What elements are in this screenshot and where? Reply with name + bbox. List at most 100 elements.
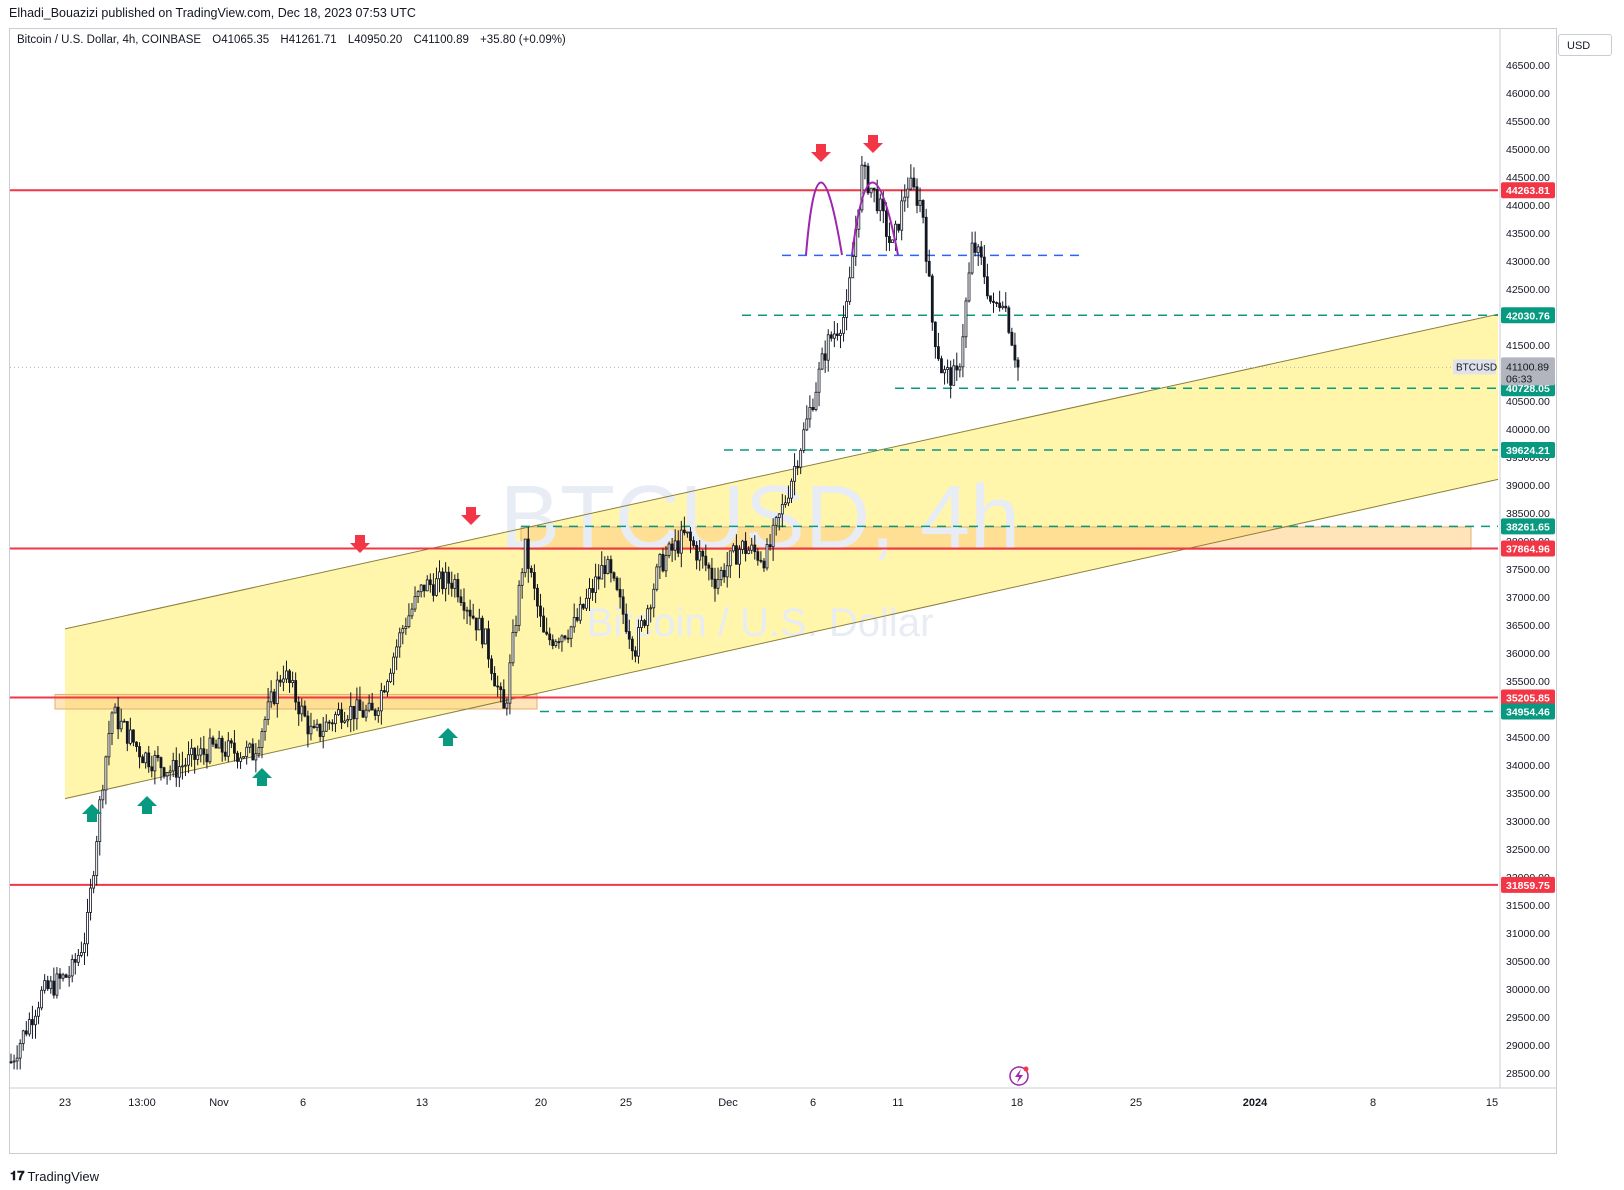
candle-body (373, 709, 377, 716)
candle-body (710, 567, 714, 580)
candle-body (802, 429, 806, 451)
candle-body (627, 631, 631, 640)
candle-body (269, 691, 273, 703)
currency-selector[interactable]: USD (1558, 34, 1612, 56)
price-tick-label: 38500.00 (1506, 508, 1550, 520)
candle-body (511, 631, 515, 664)
candle-body (731, 545, 735, 552)
candle-body (1007, 307, 1011, 333)
candle-body (741, 540, 744, 550)
candle-body (86, 911, 89, 945)
legend-low: L40950.20 (347, 34, 403, 46)
drawing-lines (10, 189, 1499, 886)
candle-body (43, 980, 47, 991)
candle-body (725, 565, 729, 578)
candle-body (303, 705, 307, 717)
sell-arrow-icon[interactable] (863, 135, 883, 153)
buy-arrow-icon[interactable] (252, 768, 272, 786)
candle-body (554, 641, 558, 646)
candle-body (780, 504, 784, 515)
candle-body (689, 531, 692, 542)
candle-body (958, 366, 962, 371)
candle-body (282, 678, 285, 683)
candle-body (630, 638, 634, 652)
price-tick-label: 35500.00 (1506, 676, 1550, 688)
legend-open: O41065.35 (212, 34, 270, 46)
time-tick-label: 11 (892, 1097, 903, 1109)
time-tick-label: 2024 (1243, 1097, 1268, 1109)
double-top-arc-left[interactable] (805, 181, 843, 256)
buy-arrow-icon[interactable] (137, 796, 157, 814)
candle-body (878, 198, 882, 212)
candle-body (572, 617, 576, 628)
candle-body (716, 579, 720, 589)
price-tick-label: 33500.00 (1506, 788, 1550, 800)
candle-body (790, 480, 793, 499)
candle-body (294, 680, 298, 703)
time-tick-label: 6 (300, 1097, 306, 1109)
candle-body (398, 632, 402, 648)
price-tick-label: 37000.00 (1506, 592, 1550, 604)
candle-body (783, 502, 787, 505)
annotations (82, 135, 899, 822)
candle-body (832, 333, 836, 339)
price-tick-label: 30000.00 (1506, 984, 1550, 996)
candle-body (955, 365, 959, 371)
channel-upper-line[interactable] (64, 313, 1499, 630)
sell-arrow-icon[interactable] (350, 535, 370, 553)
candle-body (407, 615, 411, 628)
channel-lower-line[interactable] (64, 478, 1499, 800)
candle-body (150, 766, 154, 772)
price-tick-label: 32500.00 (1506, 844, 1550, 856)
candle-body (141, 756, 145, 764)
candle-body (836, 333, 839, 336)
candle-body (389, 672, 392, 682)
candle-body (321, 730, 325, 737)
price-tick-label: 42500.00 (1506, 284, 1550, 296)
candle-body (392, 656, 395, 674)
candle-body (989, 295, 992, 302)
candle-body (517, 584, 521, 626)
candle-body (435, 578, 438, 596)
candle-body (655, 566, 659, 590)
candle-body (208, 737, 212, 763)
sell-arrow-icon[interactable] (811, 144, 831, 162)
candle-body (664, 555, 668, 572)
legend-close: C41100.89 (413, 34, 469, 46)
price-tick-label: 34000.00 (1506, 760, 1550, 772)
candle-body (551, 639, 555, 646)
candle-body (257, 747, 261, 755)
candle-body (401, 628, 405, 634)
price-level-badge (1501, 442, 1555, 459)
candle-body (982, 256, 986, 278)
candle-body (924, 216, 928, 262)
candle-body (992, 300, 995, 303)
buy-arrow-icon[interactable] (82, 804, 102, 822)
candle-body (848, 277, 852, 302)
buy-arrow-icon[interactable] (438, 728, 458, 746)
candle-body (1010, 331, 1014, 346)
candle-body (459, 596, 463, 603)
candle-body (897, 223, 901, 231)
candle-body (903, 196, 907, 202)
candle-body (364, 709, 368, 718)
candle-body (95, 841, 99, 876)
candle-body (811, 406, 815, 411)
candle-body (431, 584, 435, 596)
price-tick-label: 36500.00 (1506, 620, 1550, 632)
candle-body (132, 729, 135, 743)
candle-body (355, 699, 359, 720)
candle-body (514, 625, 518, 633)
candle-body (226, 740, 230, 757)
candle-body (422, 584, 426, 592)
candle-body (278, 679, 282, 683)
candle-body (79, 952, 83, 956)
sell-arrow-icon[interactable] (461, 507, 481, 525)
candle-body (634, 650, 637, 657)
double-top-arc-right[interactable] (851, 181, 899, 256)
candle-body (508, 662, 512, 704)
lightning-event-icon[interactable] (1009, 1066, 1029, 1086)
candle-body (863, 164, 867, 167)
price-level-badge (1501, 876, 1555, 893)
